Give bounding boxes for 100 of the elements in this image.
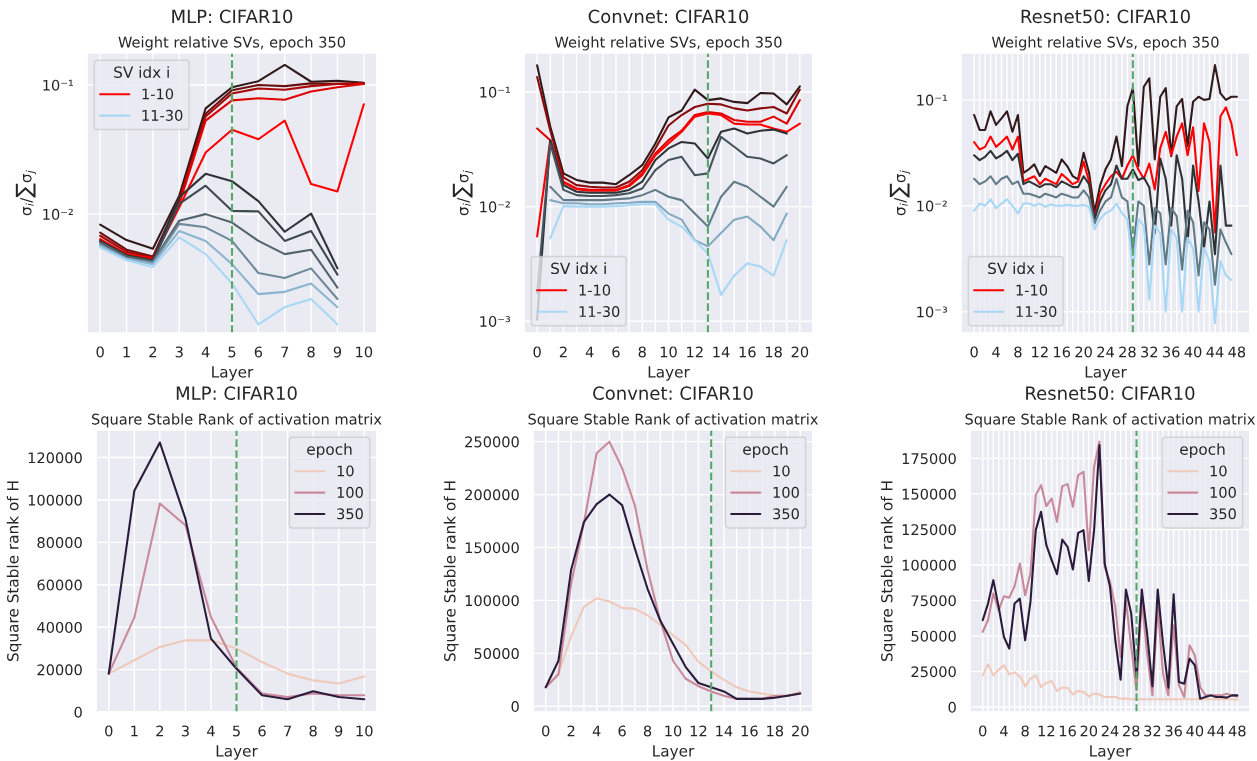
x-tick-label: 18 <box>767 725 784 737</box>
y-tick-label: 0 <box>511 701 519 713</box>
y-tick-label: 20000 <box>37 664 82 676</box>
x-tick-label: 12 <box>690 725 707 737</box>
x-tick-label: 40 <box>1186 725 1204 737</box>
legend-label: 11-30 <box>142 109 183 121</box>
y-tick-label: 175000 <box>902 453 956 465</box>
chart-subtitle: Weight relative SVs, epoch 350 <box>554 36 782 51</box>
x-axis-title: Layer <box>653 745 695 760</box>
x-axis-title: Layer <box>212 366 254 381</box>
x-tick-label: 40 <box>1184 346 1202 358</box>
y-tick-label: 100000 <box>902 559 956 571</box>
x-tick-label: 44 <box>1207 725 1225 737</box>
x-tick-label: 6 <box>612 346 620 358</box>
legend-label: 1-10 <box>1016 284 1048 296</box>
x-tick-label: 48 <box>1228 346 1246 358</box>
x-tick-label: 5 <box>228 346 236 358</box>
x-tick-label: 4 <box>592 725 601 737</box>
x-tick-label: 10 <box>356 346 373 358</box>
x-tick-label: 10 <box>356 725 373 737</box>
x-tick-label: 0 <box>533 346 541 358</box>
y-tick-label: 40000 <box>37 621 82 633</box>
x-tick-label: 0 <box>979 725 987 737</box>
x-tick-label: 14 <box>716 725 733 737</box>
legend-label: 350 <box>337 508 363 520</box>
x-tick-label: 7 <box>281 346 289 358</box>
x-tick-label: 3 <box>175 346 183 358</box>
x-tick-label: 1 <box>123 346 130 358</box>
y-tick-label: 100000 <box>28 494 82 506</box>
x-tick-label: 24 <box>1097 346 1114 358</box>
x-tick-label: 2 <box>156 725 164 737</box>
y-tick-label: 60000 <box>37 579 82 591</box>
legend-label: 11-30 <box>579 306 620 318</box>
legend-title: SV idx i <box>114 66 169 78</box>
y-tick-label: 125000 <box>902 524 956 536</box>
y-axis-title: σ$_{i}$/∑σ$_{j}$ <box>452 170 474 216</box>
x-tick-label: 9 <box>333 346 342 358</box>
chart-title: MLP: CIFAR10 <box>176 386 297 400</box>
x-tick-label: 4 <box>585 346 594 358</box>
y-axis-title: Square Stable rank of H <box>6 481 22 661</box>
legend-label: 100 <box>773 486 799 498</box>
x-tick-label: 16 <box>1059 725 1076 737</box>
x-tick-label: 12 <box>1032 346 1048 358</box>
y-tick-label: 10⁻² <box>480 201 510 213</box>
x-tick-label: 2 <box>149 346 157 358</box>
x-tick-label: 6 <box>254 346 263 358</box>
x-tick-label: 20 <box>1080 725 1098 737</box>
x-tick-label: 16 <box>741 725 758 737</box>
x-tick-label: 44 <box>1206 346 1224 358</box>
y-tick-label: 80000 <box>37 537 82 549</box>
y-tick-label: 25000 <box>911 666 956 678</box>
legend-label: 1-10 <box>142 88 174 100</box>
y-tick-label: 10⁻¹ <box>917 94 948 106</box>
y-tick-label: 0 <box>948 701 956 713</box>
x-tick-label: 8 <box>307 346 315 358</box>
chart-subtitle: Square Stable Rank of activation matrix <box>965 413 1255 428</box>
y-tick-label: 10⁻² <box>917 200 947 212</box>
legend-label: 10 <box>773 465 790 477</box>
x-tick-label: 48 <box>1228 725 1246 737</box>
x-tick-label: 3 <box>181 725 189 737</box>
x-tick-label: 36 <box>1165 725 1182 737</box>
y-tick-label: 150000 <box>902 488 956 500</box>
legend-label: 350 <box>1210 508 1236 520</box>
chart-subtitle: Square Stable Rank of activation matrix <box>91 413 382 428</box>
legend-label: 100 <box>1210 486 1236 498</box>
y-tick-label: 200000 <box>465 489 519 501</box>
x-axis-title: Layer <box>648 366 690 381</box>
x-tick-label: 7 <box>284 725 291 737</box>
legend-title: epoch <box>1180 443 1225 458</box>
y-tick-label: 50000 <box>911 630 956 642</box>
legend-label: 100 <box>337 486 363 498</box>
legend-title: SV idx i <box>551 262 606 275</box>
y-tick-label: 75000 <box>911 595 956 607</box>
x-axis-title: Layer <box>1090 745 1132 760</box>
x-tick-label: 4 <box>992 346 1000 358</box>
x-tick-label: 10 <box>665 725 682 737</box>
x-tick-label: 0 <box>970 346 978 358</box>
y-tick-label: 250000 <box>465 436 519 448</box>
legend-label: 1-10 <box>579 284 611 296</box>
x-tick-label: 1 <box>131 725 138 737</box>
x-tick-label: 9 <box>334 725 343 737</box>
x-axis-title: Layer <box>1085 366 1127 381</box>
y-tick-label: 10⁻³ <box>480 315 511 328</box>
y-axis-title: σ$_{i}$/∑σ$_{j}$ <box>15 170 37 216</box>
x-tick-label: 8 <box>638 346 646 358</box>
chart-title: MLP: CIFAR10 <box>172 9 293 24</box>
x-tick-label: 12 <box>687 346 703 358</box>
x-tick-label: 2 <box>567 725 575 737</box>
chart-subtitle: Square Stable Rank of activation matrix <box>528 413 818 428</box>
y-tick-label: 50000 <box>474 648 519 660</box>
legend-title: SV idx i <box>988 262 1043 275</box>
y-tick-label: 0 <box>74 706 82 718</box>
y-tick-label: 100000 <box>465 595 519 607</box>
x-tick-label: 16 <box>1054 346 1071 358</box>
x-tick-label: 20 <box>791 346 809 358</box>
x-axis-title: Layer <box>216 745 258 760</box>
y-tick-label: 10⁻¹ <box>480 86 511 98</box>
legend-label: 10 <box>1210 465 1227 477</box>
x-tick-label: 4 <box>207 725 215 737</box>
x-tick-label: 4 <box>201 346 210 358</box>
